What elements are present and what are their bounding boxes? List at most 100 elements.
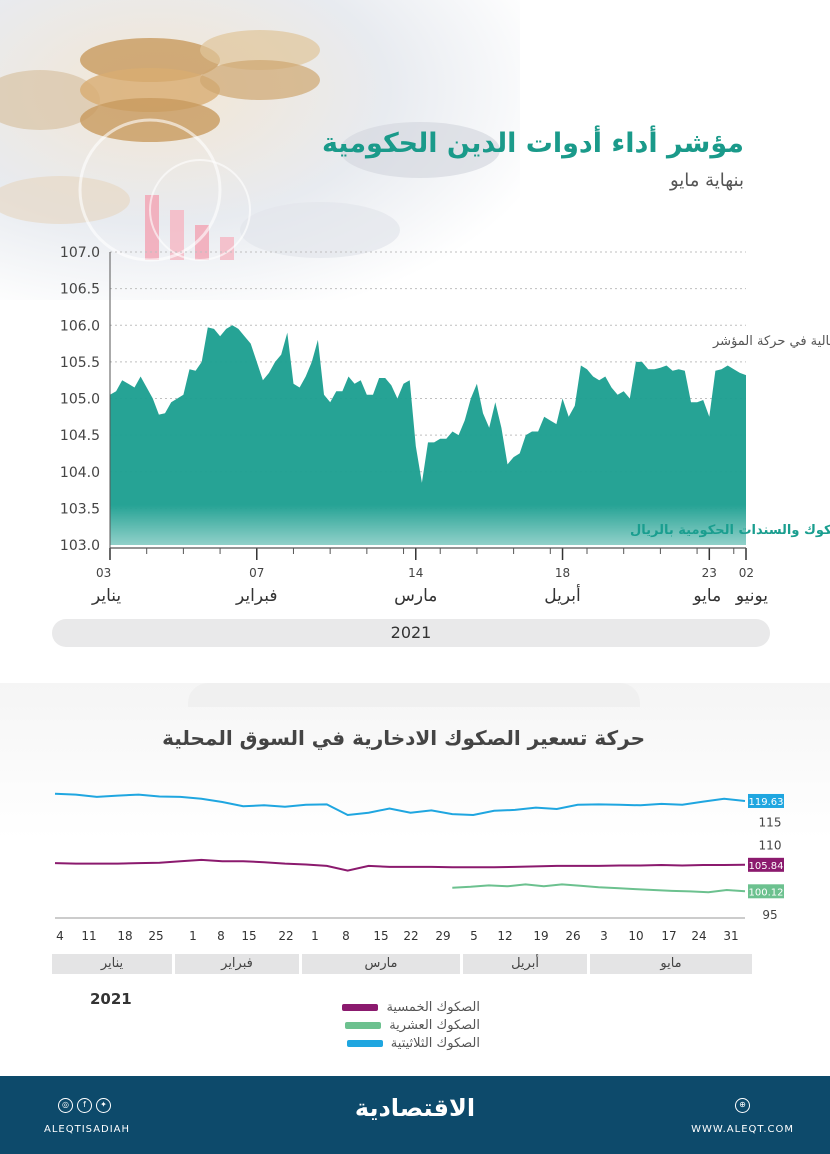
- y-tick-label: 103.0: [60, 538, 100, 554]
- chart2-year: 2021: [90, 990, 132, 1008]
- x2-tick-label: 25: [148, 929, 163, 943]
- legend-label-10yr: الصكوك العشرية: [389, 1017, 480, 1033]
- legend-label-5yr: الصكوك الخمسية: [386, 999, 480, 1015]
- facebook-icon[interactable]: f: [77, 1098, 92, 1113]
- x2-tick-label: 19: [533, 929, 548, 943]
- x2-tick-label: 4: [56, 929, 64, 943]
- end-label-box: [748, 793, 784, 808]
- x2-tick-label: 31: [723, 929, 738, 943]
- y-tick-label: 106.5: [60, 282, 100, 298]
- chart2-x-axis: 4 11 18 25 1 8 15 22 1 8 15 22 29 5 12 19 26 3 10 17 24 31: [56, 929, 738, 943]
- globe-icon: ⊕: [735, 1098, 750, 1113]
- x-tick-day: 23: [702, 566, 717, 580]
- section2-background: [0, 683, 830, 1073]
- x2-tick-label: 1: [189, 929, 197, 943]
- x-tick-month: يناير: [91, 586, 121, 606]
- y2-tick-label: 95: [762, 908, 777, 922]
- month-band-feb: فبراير: [175, 954, 299, 974]
- x-tick-month: مارس: [394, 586, 437, 606]
- x2-tick-label: 8: [217, 929, 225, 943]
- twitter-icon[interactable]: ✦: [96, 1098, 111, 1113]
- y2-tick-label: 110: [759, 839, 782, 853]
- y-tick-label: 107.0: [60, 245, 100, 261]
- x-tick-month: يونيو: [735, 586, 768, 606]
- x2-tick-label: 18: [117, 929, 132, 943]
- x2-tick-label: 17: [661, 929, 676, 943]
- x2-tick-label: 29: [435, 929, 450, 943]
- x2-tick-label: 3: [600, 929, 608, 943]
- legend-swatch-10yr: [345, 1021, 382, 1029]
- x2-tick-label: 12: [497, 929, 512, 943]
- x2-tick-label: 15: [373, 929, 388, 943]
- legend-label-3yr: الصكوك الثلاثيتية: [390, 1035, 480, 1051]
- y-tick-label: 103.5: [60, 501, 100, 517]
- chart2-legend: الصكوك الخمسية الصكوك العشرية الصكوك الث…: [342, 998, 480, 1052]
- chart2-title: حركة تسعير الصكوك الادخارية في السوق الم…: [162, 726, 645, 750]
- chart2-end-labels: 105.84 100.12 119.63: [748, 793, 784, 899]
- x-tick-month: فبراير: [235, 586, 277, 606]
- y-tick-label: 106.0: [60, 318, 100, 334]
- y2-tick-label: 115: [759, 815, 782, 829]
- end-label-text: 119.63: [749, 797, 784, 808]
- chart2-y-axis: 95100110115120: [759, 792, 782, 922]
- x2-tick-label: 1: [311, 929, 319, 943]
- x-tick-day: 18: [555, 566, 570, 580]
- legend-item-3yr: الصكوك الثلاثيتية: [342, 1034, 480, 1052]
- chart1-y-axis: 103.0 103.5 104.0 104.5 105.0 105.5 106.0 106.5…: [60, 245, 111, 554]
- x-tick-month: أبريل: [544, 584, 580, 606]
- footer: ◎ f ✦ ALEQTISADIAH الاقتصادية ⊕ WWW.ALEQ…: [0, 1076, 830, 1154]
- chart2-series: [54, 792, 746, 894]
- x2-tick-label: 22: [278, 929, 293, 943]
- x-tick-day: 14: [408, 566, 423, 580]
- chart1-fade: [110, 505, 746, 545]
- end-label-box: [748, 857, 784, 872]
- social-icons: ◎ f ✦: [58, 1098, 111, 1113]
- y-tick-label: 104.5: [60, 428, 100, 444]
- x2-tick-label: 10: [628, 929, 643, 943]
- x-tick-day: 07: [249, 566, 264, 580]
- x2-tick-label: 15: [241, 929, 256, 943]
- chart1-x-axis: 03 يناير 07 فبراير 14 مارس 18 أبريل 23 مايو 02 يوني…: [91, 548, 768, 606]
- instagram-icon[interactable]: ◎: [58, 1098, 73, 1113]
- chart1-annotation: تذبذبات شهرية عالية في حركة المؤشر: [712, 334, 830, 349]
- x-tick-month: مايو: [692, 586, 721, 606]
- month-band-may: مايو: [590, 954, 752, 974]
- series-line-1: [452, 883, 746, 894]
- month-band-mar: مارس: [302, 954, 460, 974]
- coins-illustration: [0, 30, 500, 262]
- end-label-text: 105.84: [749, 861, 784, 872]
- x2-tick-label: 5: [470, 929, 478, 943]
- y-tick-label: 105.5: [60, 355, 100, 371]
- end-label-text: 100.12: [749, 887, 784, 898]
- x2-tick-label: 26: [565, 929, 580, 943]
- y-tick-label: 104.0: [60, 465, 100, 481]
- brand-logo: الاقتصادية: [354, 1094, 476, 1122]
- legend-swatch-5yr: [342, 1003, 379, 1011]
- month-band-apr: أبريل: [463, 954, 587, 974]
- x2-tick-label: 8: [342, 929, 350, 943]
- x2-tick-label: 22: [403, 929, 418, 943]
- social-handle[interactable]: ALEQTISADIAH: [44, 1124, 131, 1135]
- index-area-chart: 103.0 103.5 104.0 104.5 105.0 105.5 106.0 106.5…: [60, 245, 830, 606]
- x-tick-day: 02: [739, 566, 754, 580]
- x-tick-day: 03: [96, 566, 111, 580]
- chart1-year-bar: 2021: [52, 619, 770, 647]
- section2-tab: [188, 683, 640, 707]
- page-subtitle: بنهاية مايو: [669, 170, 744, 191]
- end-label-box: [748, 884, 784, 899]
- chart1-series-label: مؤشر ايبوكس تداول للصكوك والسندات الحكوم…: [630, 523, 830, 538]
- series-line-0: [54, 858, 746, 872]
- website-link[interactable]: WWW.ALEQT.COM: [691, 1124, 794, 1135]
- legend-swatch-3yr: [346, 1039, 383, 1047]
- index-area-series: [110, 325, 746, 545]
- sukuk-line-chart: 95100110115120 4111825181522181522295121…: [54, 792, 784, 943]
- series-line-2: [54, 792, 746, 817]
- month-band-jan: يناير: [52, 954, 172, 974]
- legend-item-5yr: الصكوك الخمسية: [342, 998, 480, 1016]
- x2-tick-label: 11: [81, 929, 96, 943]
- y-tick-label: 105.0: [60, 392, 100, 408]
- page-title: مؤشر أداء أدوات الدين الحكومية: [321, 128, 744, 159]
- hero-banner: مؤشر أداء أدوات الدين الحكومية بنهاية ما…: [0, 0, 830, 300]
- legend-item-10yr: الصكوك العشرية: [342, 1016, 480, 1034]
- x2-tick-label: 24: [691, 929, 706, 943]
